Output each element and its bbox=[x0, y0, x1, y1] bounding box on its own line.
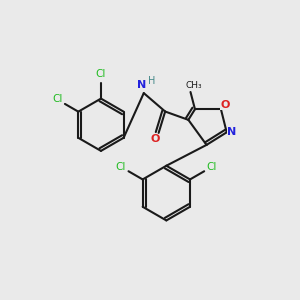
Text: O: O bbox=[150, 134, 160, 145]
Text: H: H bbox=[148, 76, 155, 85]
Text: CH₃: CH₃ bbox=[186, 81, 202, 90]
Text: Cl: Cl bbox=[52, 94, 62, 104]
Text: O: O bbox=[221, 100, 230, 110]
Text: Cl: Cl bbox=[207, 162, 217, 172]
Text: N: N bbox=[227, 127, 237, 137]
Text: Cl: Cl bbox=[96, 69, 106, 79]
Text: N: N bbox=[137, 80, 146, 90]
Text: Cl: Cl bbox=[116, 162, 126, 172]
